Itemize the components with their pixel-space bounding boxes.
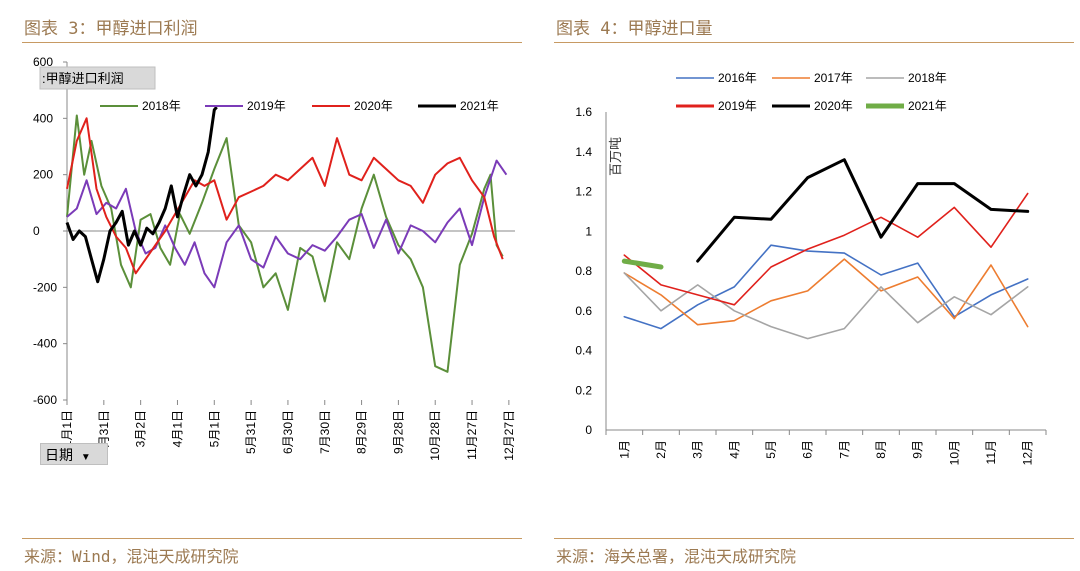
right-y-axis-label: 百万吨: [608, 137, 623, 176]
left-source-note: 来源：Wind，混沌天成研究院: [24, 547, 239, 566]
right-legend-label: 2021年: [908, 99, 947, 113]
chevron-down-icon: ▼: [80, 452, 91, 463]
right-y-tick-label: 0.2: [575, 383, 592, 397]
left-y-tick-label: 400: [33, 111, 53, 125]
right-x-tick-label: 12月: [1021, 440, 1035, 465]
left-series-line-2021: [65, 106, 218, 284]
right-x-tick-label: 10月: [947, 440, 961, 465]
left-x-tick-label: 6月30日: [281, 410, 295, 454]
right-y-tick-label: 1.2: [575, 185, 592, 199]
right-source-rule: [554, 538, 1074, 539]
right-chart-title: 图表 4：甲醇进口量: [556, 19, 713, 39]
left-x-tick-label: 7月30日: [318, 410, 332, 454]
date-filter-button[interactable]: 日期 ▼: [40, 443, 108, 465]
left-x-tick-label: 5月1日: [207, 410, 221, 447]
left-y-tick-label: -600: [33, 393, 57, 407]
left-x-tick-label: 8月29日: [355, 410, 369, 454]
right-series-line-2017: [623, 258, 1029, 328]
left-legend-label: 2018年: [142, 99, 181, 113]
right-x-tick-label: 7月: [837, 440, 851, 459]
right-title-rule: [554, 42, 1074, 43]
right-y-tick-label: 0.4: [575, 344, 592, 358]
left-y-tick-label: 0: [33, 224, 40, 238]
left-series-line-2020: [66, 117, 504, 275]
right-legend-label: 2018年: [908, 71, 947, 85]
right-x-tick-label: 4月: [727, 440, 741, 459]
right-x-tick-label: 11月: [984, 440, 998, 464]
left-y-tick-label: 600: [33, 55, 53, 69]
pivot-field-button[interactable]: :甲醇进口利润: [39, 66, 156, 90]
right-series-line-2020: [696, 158, 1030, 263]
right-legend-label: 2017年: [814, 71, 853, 85]
left-series-line-2019: [66, 159, 508, 289]
left-x-tick-label: 1月1日: [60, 410, 74, 447]
date-filter-label: 日期: [45, 447, 73, 463]
left-source-rule: [22, 538, 522, 539]
right-source-note: 来源：海关总署，混沌天成研究院: [556, 547, 797, 566]
right-y-tick-label: 1: [585, 224, 592, 238]
right-series-line-2018: [623, 272, 1029, 340]
left-chart-title: 图表 3：甲醇进口利润: [24, 19, 198, 39]
left-x-tick-label: 12月27日: [502, 410, 516, 461]
left-series-line-2018: [66, 114, 504, 373]
right-series-line-2016: [623, 244, 1029, 330]
right-legend-label: 2019年: [718, 99, 757, 113]
right-x-tick-label: 2月: [654, 440, 668, 459]
right-x-tick-label: 8月: [874, 440, 888, 459]
left-y-tick-label: -200: [33, 280, 57, 294]
right-legend-label: 2016年: [718, 71, 757, 85]
left-x-tick-label: 10月28日: [428, 410, 442, 461]
left-y-tick-label: -400: [33, 337, 57, 351]
right-legend-label: 2020年: [814, 99, 853, 113]
right-y-tick-label: 1.4: [575, 145, 592, 159]
left-x-tick-label: 4月1日: [170, 410, 184, 447]
pivot-field-label: :甲醇进口利润: [42, 71, 124, 86]
right-series-line-2019: [623, 192, 1029, 306]
right-x-tick-label: 5月: [764, 440, 778, 459]
left-legend-label: 2021年: [460, 99, 499, 113]
right-y-tick-label: 0.8: [575, 264, 592, 278]
right-x-tick-label: 6月: [801, 440, 815, 459]
right-x-tick-label: 9月: [911, 440, 925, 459]
right-chart: 百万吨 0 0.2 0.4 0.6 0.8 1 1.2 1.4 1.6 1月 2月 3月 4月 5月 6月…: [575, 71, 1047, 465]
right-series-line-2021: [621, 258, 664, 270]
left-x-tick-label: 3月2日: [134, 410, 148, 447]
right-y-tick-label: 1.6: [575, 105, 592, 119]
left-x-tick-label: 9月28日: [391, 410, 405, 454]
right-y-tick-label: 0.6: [575, 304, 592, 318]
left-y-tick-label: 200: [33, 168, 53, 182]
left-title-rule: [22, 42, 522, 43]
left-x-tick-label: 11月27日: [465, 410, 479, 460]
left-legend-label: 2019年: [247, 99, 286, 113]
left-x-tick-label: 5月31日: [244, 410, 258, 454]
right-x-tick-label: 1月: [617, 440, 631, 459]
left-legend-label: 2020年: [354, 99, 393, 113]
right-y-tick-label: 0: [585, 423, 592, 437]
right-x-tick-label: 3月: [691, 440, 705, 459]
